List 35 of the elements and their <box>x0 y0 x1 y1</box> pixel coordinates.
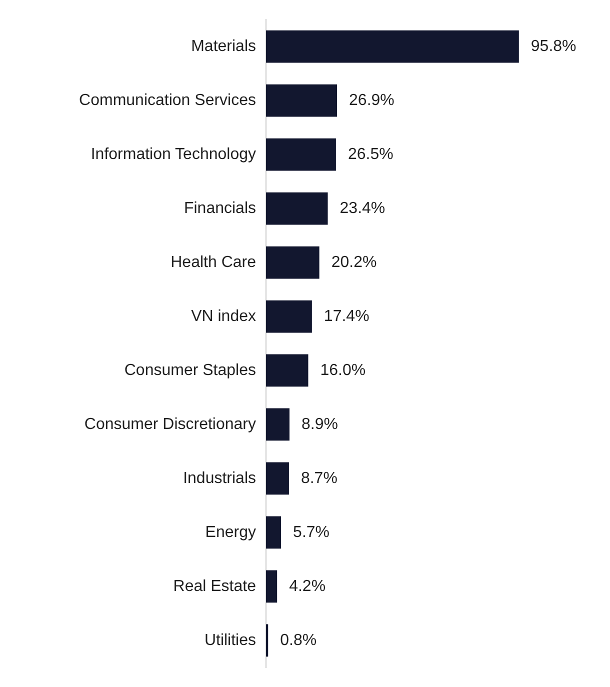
data-label: 26.5% <box>348 146 394 163</box>
y-tick-label: VN index <box>191 308 256 325</box>
y-tick-label: Communication Services <box>79 92 256 109</box>
bar <box>266 408 290 441</box>
data-label: 0.8% <box>280 632 317 649</box>
y-tick-label: Consumer Discretionary <box>84 416 256 433</box>
y-tick-label: Information Technology <box>90 146 256 163</box>
y-tick-label: Industrials <box>183 470 256 487</box>
data-label: 17.4% <box>324 308 370 325</box>
data-label: 4.2% <box>289 578 326 595</box>
data-label: 16.0% <box>320 362 366 379</box>
y-tick-label: Health Care <box>170 254 256 271</box>
bar <box>266 354 308 387</box>
data-label: 95.8% <box>530 38 576 55</box>
data-label: 8.9% <box>301 416 338 433</box>
bar <box>266 300 312 333</box>
bar <box>266 30 519 63</box>
bar <box>266 570 278 603</box>
y-tick-label: Energy <box>205 524 256 541</box>
bar <box>266 138 336 171</box>
y-tick-label: Materials <box>191 38 256 55</box>
data-label: 20.2% <box>331 254 377 271</box>
data-label: 8.7% <box>300 470 338 487</box>
bar <box>266 84 338 117</box>
y-tick-label: Financials <box>184 200 256 217</box>
y-tick-label: Consumer Staples <box>124 362 256 379</box>
bar <box>266 462 289 495</box>
data-label: 23.4% <box>340 200 386 217</box>
bar <box>266 192 328 225</box>
y-tick-label: Utilities <box>204 632 256 649</box>
data-label: 26.9% <box>349 92 394 109</box>
y-tick-label: Real Estate <box>173 578 256 595</box>
bar <box>266 516 282 549</box>
bar <box>266 246 320 279</box>
data-label: 5.7% <box>293 524 330 541</box>
